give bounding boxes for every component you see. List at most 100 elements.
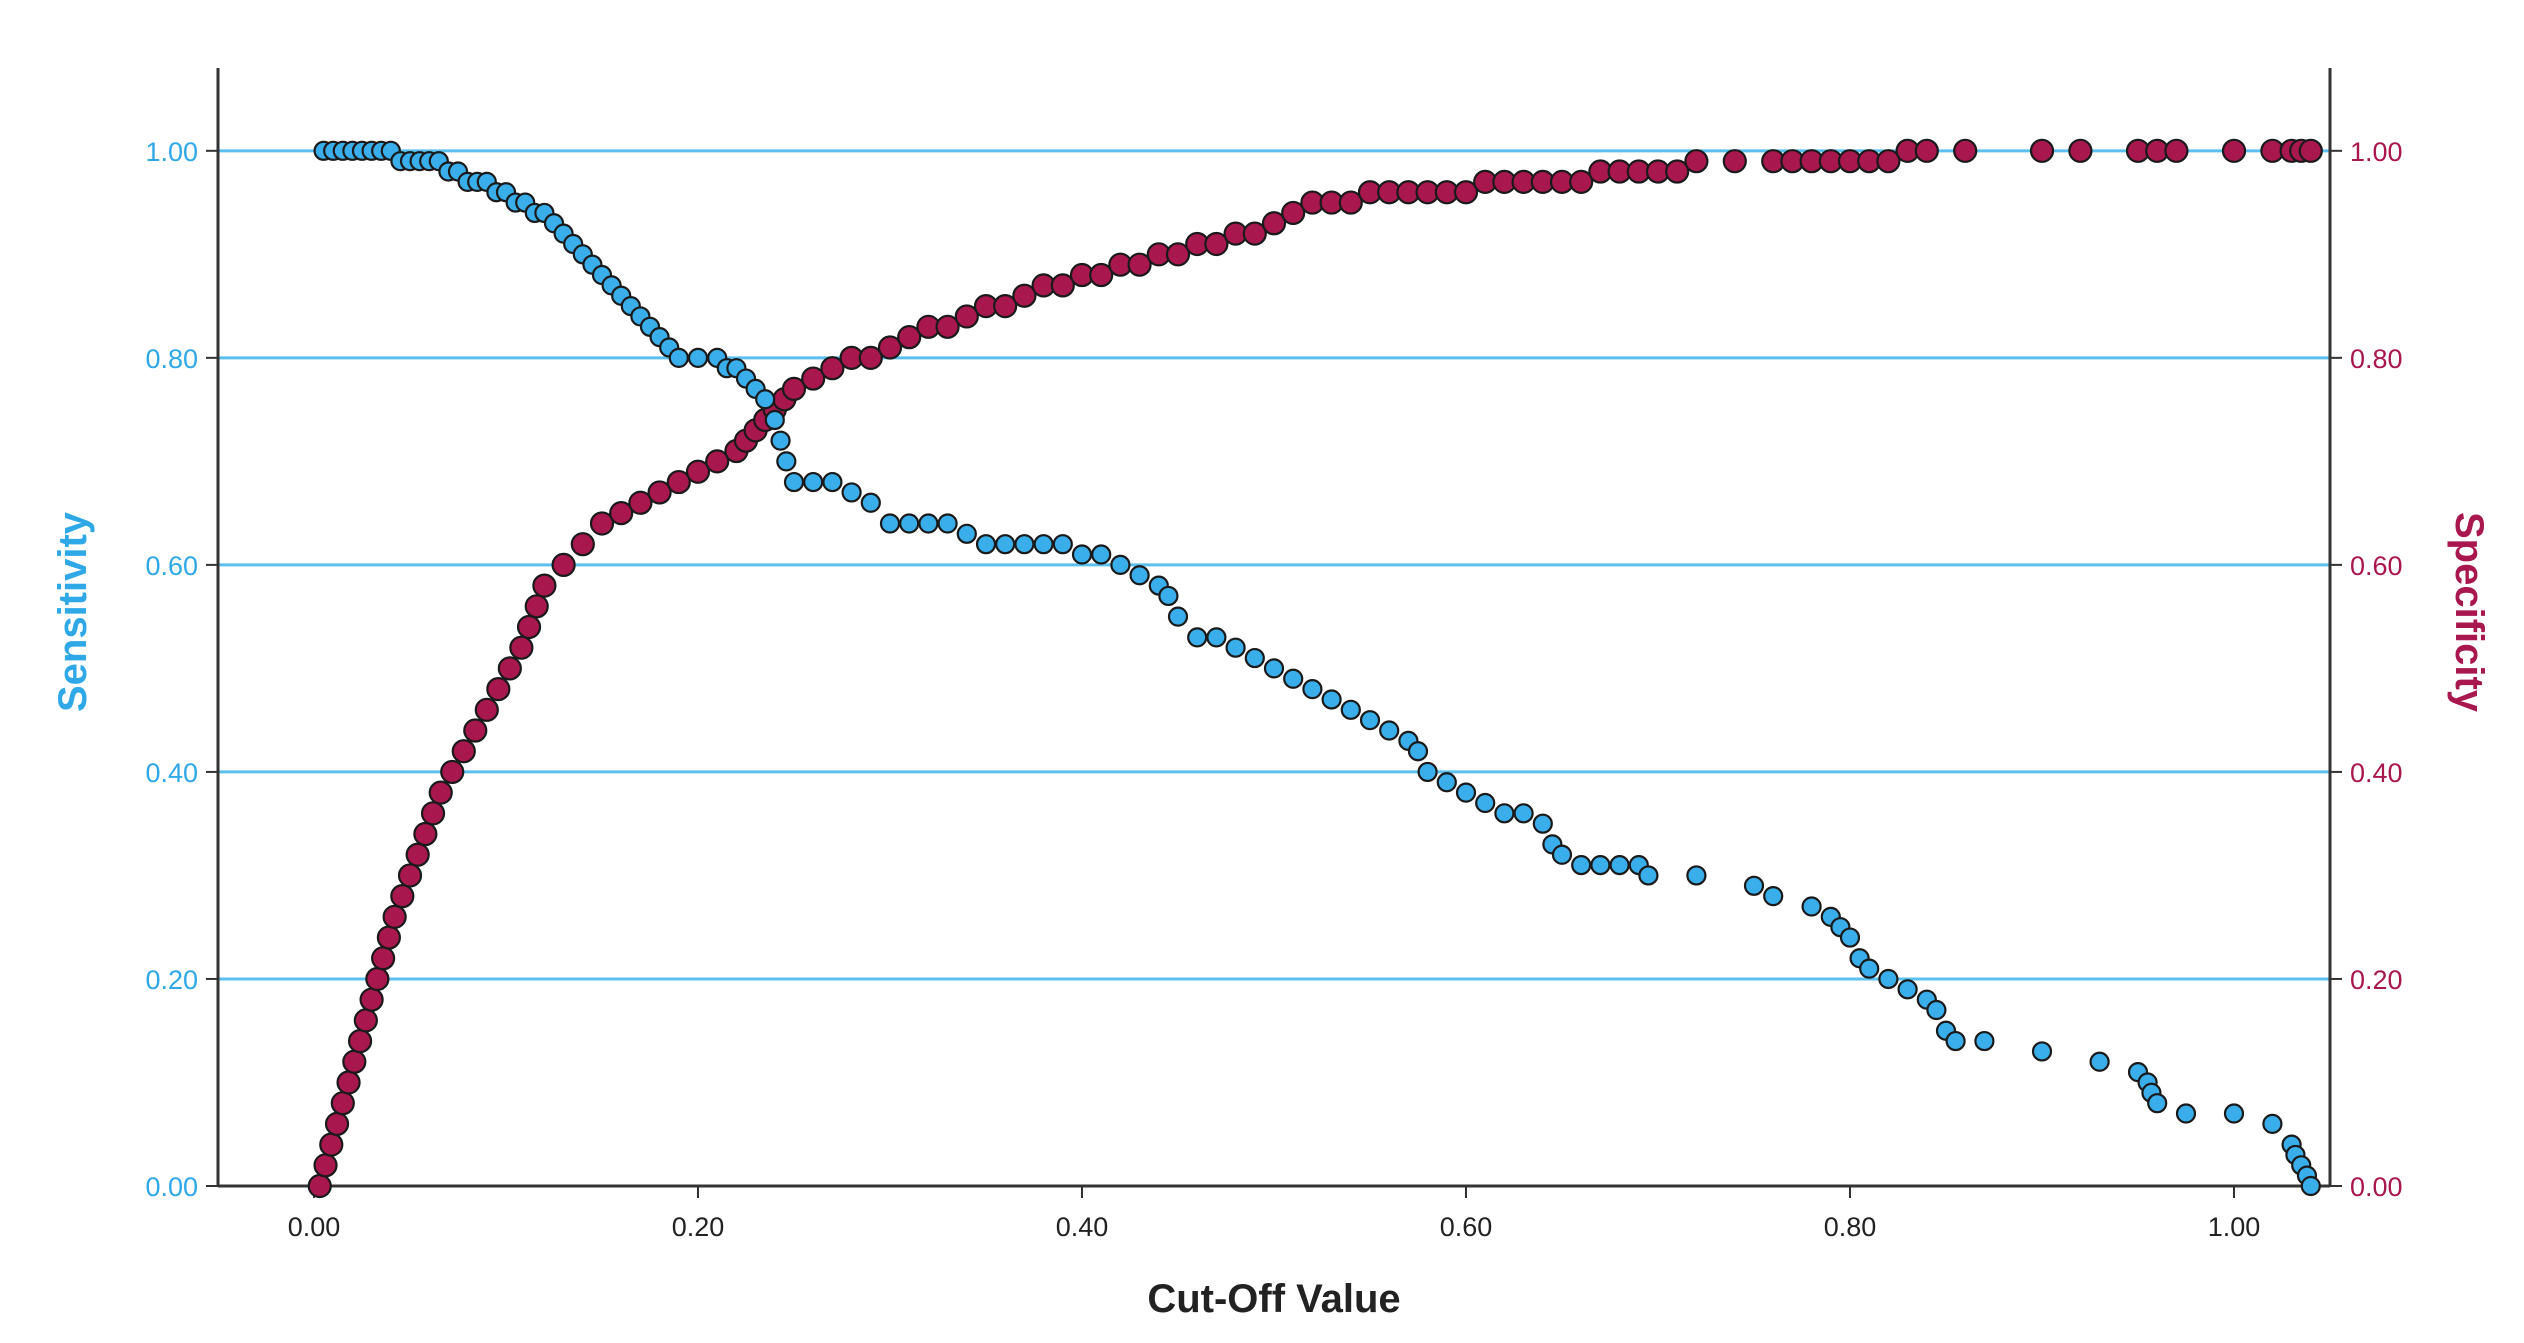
sensitivity-point [1513, 803, 1534, 824]
sensitivity-point [687, 347, 709, 368]
sensitivity-point [1878, 968, 1899, 990]
x-tick-label: 0.40 [1056, 1212, 1109, 1242]
specificity-point [1204, 231, 1229, 257]
sensitivity-point [1763, 886, 1784, 907]
specificity-point [474, 697, 499, 722]
specificity-point [1665, 159, 1690, 184]
specificity-point [2164, 138, 2189, 163]
sensitivity-point [1436, 772, 1457, 793]
specificity-point [1127, 252, 1152, 277]
specificity-point [897, 325, 922, 350]
specificity-point [313, 1153, 338, 1178]
sensitivity-point [776, 451, 797, 472]
sensitivity-point [668, 347, 689, 368]
sensitivity-point [1590, 854, 1611, 876]
specificity-point [1684, 149, 1709, 174]
specificity-point [1261, 211, 1287, 236]
sensitivity-point [1167, 606, 1189, 627]
sensitivity-point [1091, 544, 1112, 565]
specificity-point [1953, 138, 1978, 163]
sensitivity-point [1071, 544, 1093, 565]
axes [216, 68, 2332, 1188]
sensitivity-point [764, 409, 785, 431]
right-tick-label: 0.20 [2350, 965, 2403, 995]
sensitivity-point [2031, 1041, 2053, 1062]
specificity-point [705, 449, 730, 474]
sensitivity-point [1225, 637, 1246, 658]
specificity-point [405, 842, 430, 867]
specificity-point [397, 863, 423, 888]
specificity-point [628, 490, 653, 515]
specificity-point [359, 987, 384, 1012]
left-tick-label: 0.40 [145, 758, 198, 788]
specificity-point [390, 884, 415, 909]
sensitivity-point [1974, 1030, 1995, 1052]
left-tick-label: 1.00 [145, 137, 198, 167]
sensitivity-point [1839, 927, 1861, 948]
x-tick-label: 0.00 [288, 1212, 341, 1242]
sensitivity-point [1244, 647, 1265, 669]
specificity-point [420, 801, 446, 826]
sensitivity-point [1532, 813, 1553, 834]
specificity-point [451, 739, 476, 764]
specificity-point [2298, 138, 2323, 163]
sensitivity-point [841, 482, 862, 503]
specificity-point [342, 1049, 367, 1074]
specificity-point [330, 1091, 355, 1116]
specificity-point [2029, 138, 2055, 163]
sensitivity-point [1321, 689, 1342, 710]
sensitivity-point [1052, 534, 1073, 555]
sensitivity-point [1283, 668, 1304, 689]
sensitivity-point [1158, 585, 1179, 607]
x-tick-label: 0.20 [672, 1212, 725, 1242]
right-tick-label: 0.80 [2350, 344, 2403, 374]
specificity-point [1569, 169, 1594, 194]
specificity-point [2221, 138, 2247, 163]
specificity-point [1453, 180, 1479, 205]
specificity-point [532, 573, 557, 598]
right-tick-label: 1.00 [2350, 137, 2403, 167]
left-tick-label: 0.20 [145, 965, 198, 995]
specificity-point [781, 376, 807, 402]
specificity-point [1165, 242, 1191, 267]
specificity-point [353, 1008, 378, 1033]
specificity-point [589, 511, 615, 536]
x-tick-label: 0.60 [1440, 1212, 1493, 1242]
specificity-point [1281, 200, 1306, 226]
specificity-point [570, 532, 595, 557]
specificity-point [365, 966, 390, 992]
sensitivity-point [1187, 627, 1208, 648]
sensitivity-point [879, 513, 901, 534]
specificity-point [428, 780, 453, 805]
sensitivity-point [1110, 554, 1131, 575]
specificity-point [307, 1173, 332, 1199]
specificity-point [509, 635, 534, 660]
right-y-axis-title: Specificity [2447, 512, 2491, 713]
sensitivity-point [1033, 534, 1054, 555]
sensitivity-point [956, 523, 977, 544]
sensitivity-point [1379, 720, 1400, 741]
sensitivity-point [1859, 958, 1880, 979]
specificity-point [877, 335, 903, 360]
sensitivity-point [937, 513, 958, 534]
specificity-point [935, 314, 960, 339]
sensitivity-point [1340, 699, 1361, 720]
specificity-point [1242, 221, 1267, 246]
sensitivity-point [1359, 710, 1381, 731]
specificity-point [801, 366, 826, 391]
right-tick-label: 0.60 [2350, 551, 2403, 581]
right-tick-label: 0.40 [2350, 758, 2403, 788]
sensitivity-point [899, 513, 920, 534]
left-tick-label: 0.60 [145, 551, 198, 581]
x-tick-label: 0.80 [1824, 1212, 1877, 1242]
sensitivity-point [1801, 896, 1822, 917]
sensitivity-point [2300, 1175, 2321, 1197]
sensitivity-series [313, 140, 2321, 1197]
specificity-point [1914, 138, 1939, 163]
specificity-point [1012, 283, 1037, 308]
specificity-point [666, 469, 691, 495]
specificity-point [336, 1070, 361, 1095]
sensitivity-point [1494, 803, 1515, 824]
specificity-point [685, 459, 711, 484]
